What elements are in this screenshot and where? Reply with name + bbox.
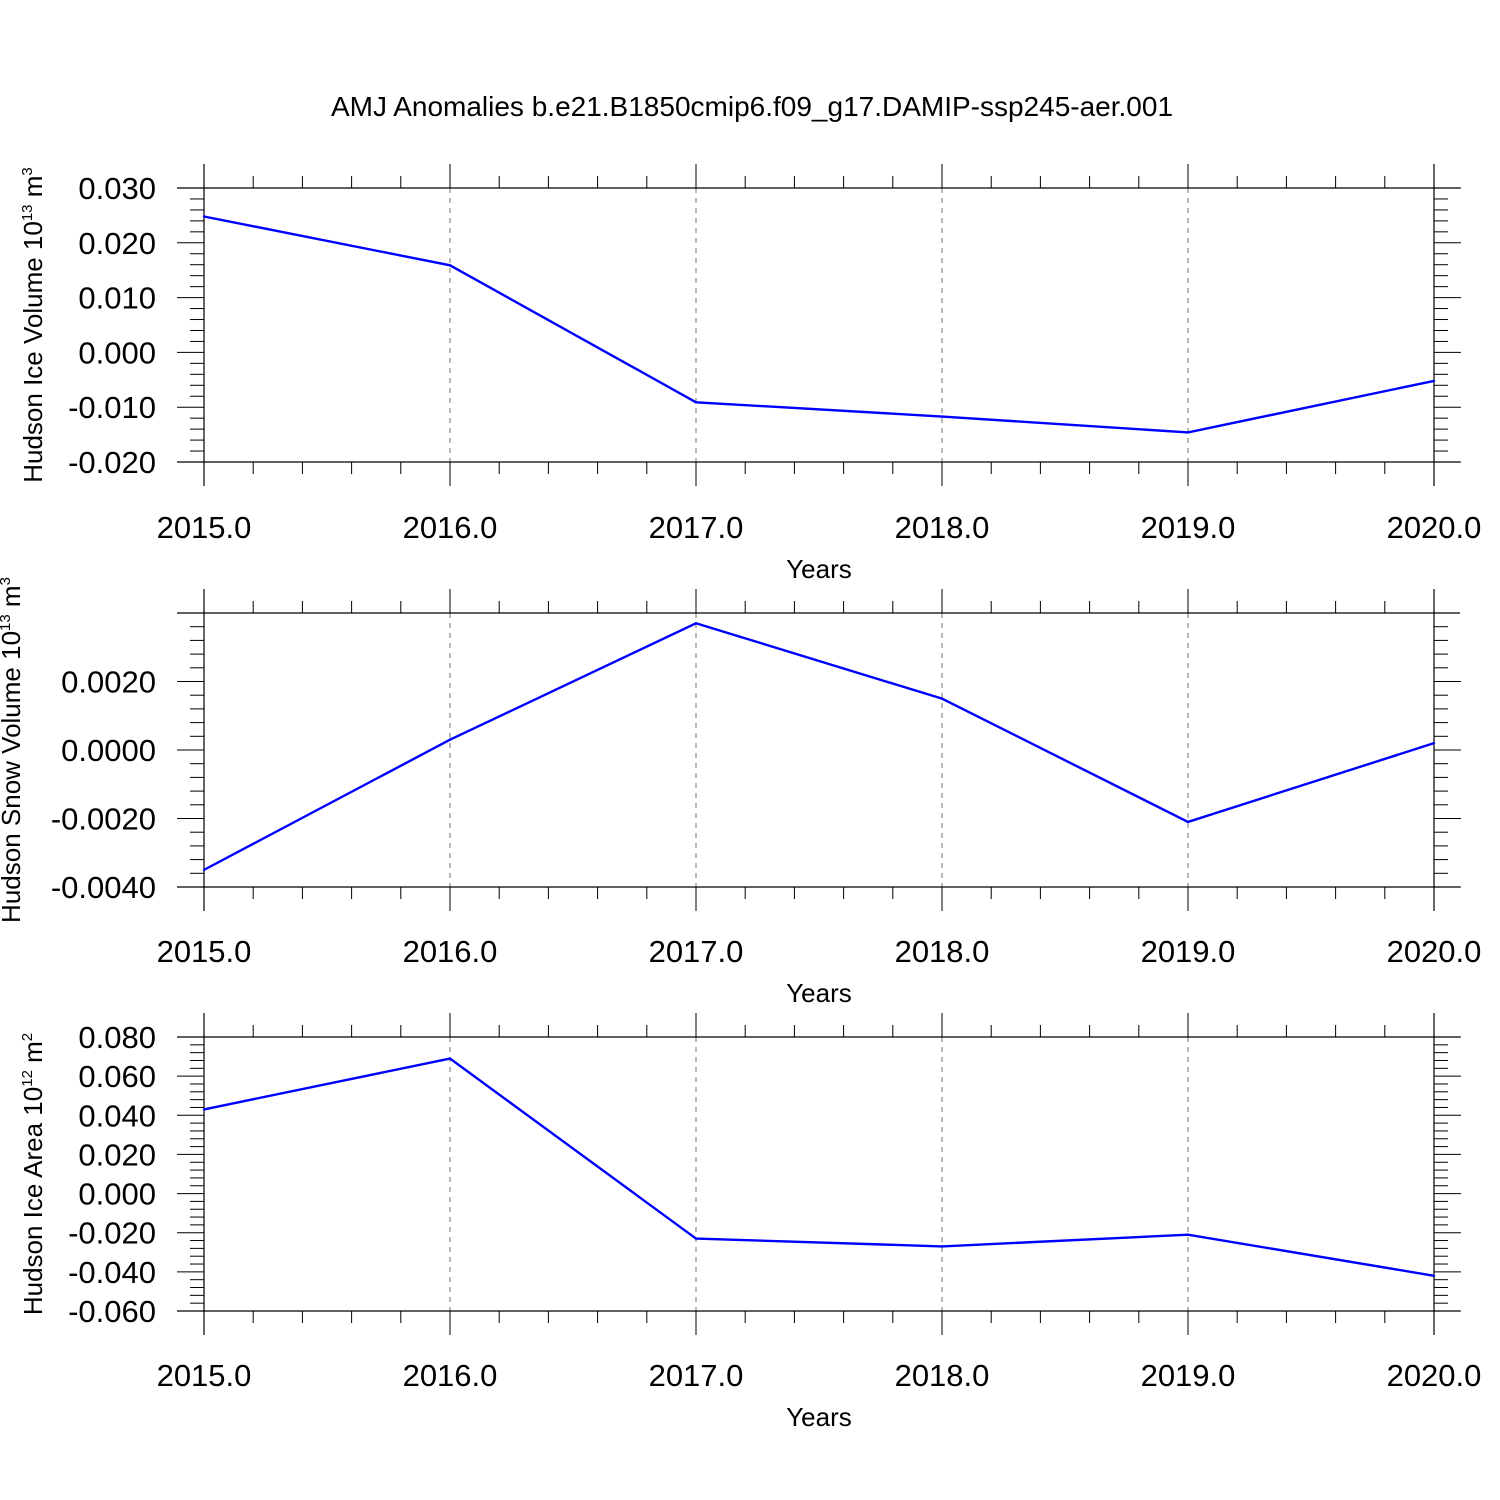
y-axis-label-unit-exp: 3 [19, 167, 36, 175]
x-tick-label: 2017.0 [649, 1358, 744, 1393]
y-tick-label: -0.0020 [51, 802, 156, 837]
chart-panel-1: 2015.0 2016.0 2017.0 2018.0 2019.0 2020.0 -0.0… [18, 164, 1481, 584]
data-point [694, 1237, 698, 1240]
x-tick-label: 2018.0 [895, 1358, 990, 1393]
y-tick-label: 0.080 [78, 1020, 156, 1055]
x-tick-label: 2017.0 [649, 934, 744, 969]
x-tick-label: 2019.0 [1141, 1358, 1236, 1393]
y-axis-label-main: Hudson Ice Area 10 [18, 1087, 48, 1315]
y-tick-label: 0.040 [78, 1098, 156, 1133]
y-tick-label: 0.060 [78, 1059, 156, 1094]
chart-panel-3: 2015.0 2016.0 2017.0 2018.0 2019.0 2020.0 -0.0… [18, 1013, 1481, 1432]
y-axis-label-main: Hudson Snow Volume 10 [0, 631, 26, 923]
data-point [940, 415, 944, 418]
data-point [202, 215, 206, 218]
data-point [448, 1057, 452, 1060]
x-tick-label: 2016.0 [403, 1358, 498, 1393]
y-tick-label: -0.060 [68, 1294, 156, 1329]
y-tick-label: 0.020 [78, 226, 156, 261]
y-axis-label-exp: 13 [0, 614, 14, 631]
y-axis-label-main: Hudson Ice Volume 10 [18, 221, 48, 483]
data-point [448, 738, 452, 741]
y-axis-label-exp: 12 [19, 1070, 36, 1087]
x-tick-label: 2016.0 [403, 510, 498, 545]
y-axis-label-unit-exp: 3 [0, 577, 14, 585]
y-tick-label: 0.000 [78, 1177, 156, 1212]
y-tick-label: 0.010 [78, 281, 156, 316]
data-point [1186, 431, 1190, 434]
y-tick-label: -0.020 [68, 445, 156, 480]
x-tick-label: 2015.0 [157, 510, 252, 545]
y-tick-label: 0.0020 [61, 665, 156, 700]
y-axis-label: Hudson Ice Volume 1013 m3 [18, 167, 48, 483]
x-tick-label: 2015.0 [157, 1358, 252, 1393]
data-point [1186, 820, 1190, 824]
y-axis-label: Hudson Ice Area 1012 m2 [18, 1033, 48, 1315]
y-axis-label-unit-exp: 2 [19, 1033, 36, 1041]
x-tick-label: 2020.0 [1387, 1358, 1482, 1393]
data-point [1432, 1274, 1436, 1277]
x-tick-label: 2019.0 [1141, 510, 1236, 545]
figure-title: AMJ Anomalies b.e21.B1850cmip6.f09_g17.D… [331, 91, 1173, 122]
x-tick-label: 2017.0 [649, 510, 744, 545]
y-tick-label: 0.000 [78, 335, 156, 370]
data-point [448, 264, 452, 267]
data-point [1432, 379, 1436, 383]
series-line [203, 621, 1435, 871]
x-tick-label: 2018.0 [895, 510, 990, 545]
y-axis-label: Hudson Snow Volume 1013 m3 [0, 577, 26, 923]
data-point [940, 1245, 944, 1248]
x-axis-label: Years [786, 1402, 852, 1432]
y-axis-label-unit: m [0, 585, 26, 614]
y-tick-label: 0.020 [78, 1137, 156, 1172]
y-tick-label: -0.020 [68, 1216, 156, 1251]
data-point [940, 697, 944, 700]
x-axis-label: Years [786, 554, 852, 584]
y-tick-label: 0.030 [78, 171, 156, 206]
x-tick-label: 2020.0 [1387, 934, 1482, 969]
chart-panel-2: 2015.0 2016.0 2017.0 2018.0 2019.0 2020.0 -0.0… [0, 577, 1481, 1008]
x-tick-label: 2019.0 [1141, 934, 1236, 969]
y-tick-label: -0.0040 [51, 870, 156, 905]
panels: 2015.0 2016.0 2017.0 2018.0 2019.0 2020.0 -0.0… [0, 164, 1481, 1432]
data-point [1186, 1233, 1190, 1236]
data-point [694, 622, 698, 625]
x-tick-label: 2020.0 [1387, 510, 1482, 545]
x-tick-label: 2015.0 [157, 934, 252, 969]
x-axis-label: Years [786, 978, 852, 1008]
y-axis-label-unit: m [18, 1041, 48, 1070]
data-point [202, 868, 206, 872]
y-tick-label: -0.040 [68, 1255, 156, 1290]
series-line [203, 215, 1435, 434]
data-point [202, 1108, 206, 1111]
y-tick-label: 0.0000 [61, 733, 156, 768]
x-tick-label: 2018.0 [895, 934, 990, 969]
series-line [203, 1057, 1435, 1277]
y-axis-label-unit: m [18, 176, 48, 205]
x-tick-label: 2016.0 [403, 934, 498, 969]
data-point [694, 401, 698, 404]
data-point [1432, 741, 1436, 745]
y-axis-label-exp: 13 [19, 204, 36, 221]
y-tick-label: -0.010 [68, 390, 156, 425]
